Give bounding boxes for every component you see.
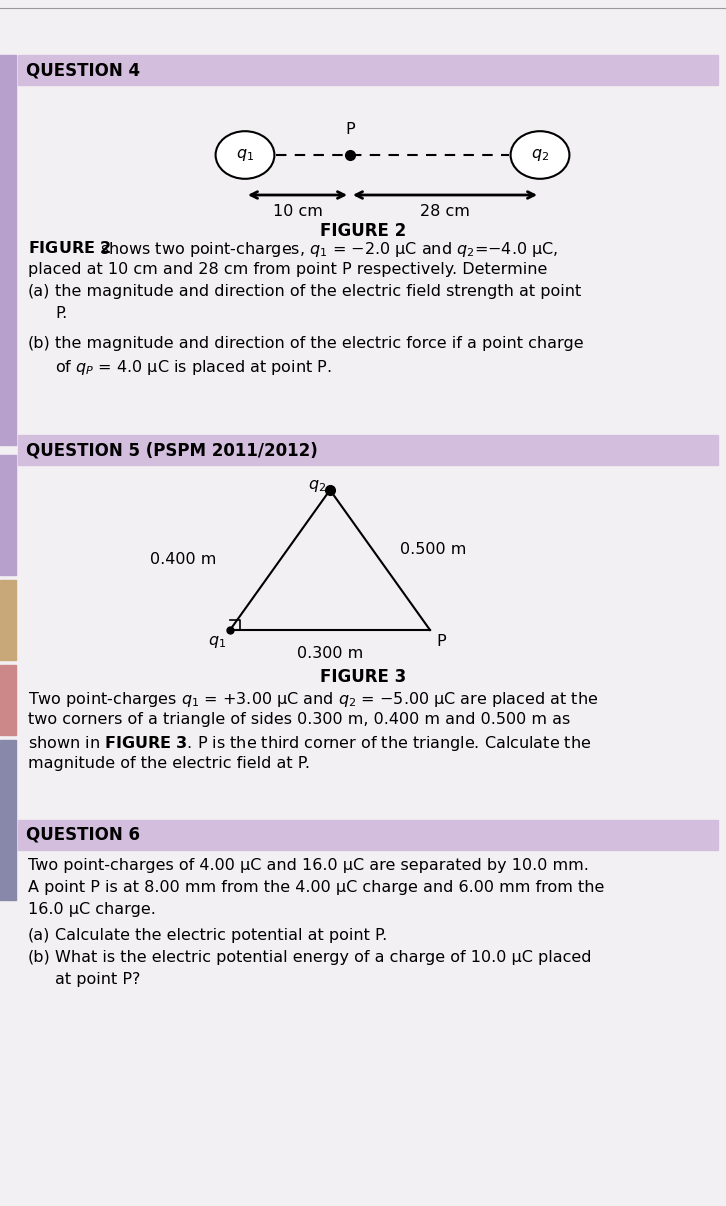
Text: FIGURE 2: FIGURE 2: [320, 222, 406, 240]
Text: FIGURE 3: FIGURE 3: [320, 668, 406, 686]
Text: Two point-charges of 4.00 μC and 16.0 μC are separated by 10.0 mm.: Two point-charges of 4.00 μC and 16.0 μC…: [28, 857, 589, 873]
Ellipse shape: [510, 131, 569, 178]
Text: P.: P.: [55, 306, 68, 321]
Text: 0.400 m: 0.400 m: [150, 552, 216, 568]
Text: $q_2$: $q_2$: [308, 478, 326, 494]
Text: 28 cm: 28 cm: [420, 204, 470, 218]
Text: (b): (b): [28, 336, 51, 351]
Text: two corners of a triangle of sides 0.300 m, 0.400 m and 0.500 m as: two corners of a triangle of sides 0.300…: [28, 712, 570, 727]
Text: of $q_P$ = 4.0 μC is placed at point P.: of $q_P$ = 4.0 μC is placed at point P.: [55, 358, 332, 377]
Text: (a): (a): [28, 283, 50, 299]
Text: placed at 10 cm and 28 cm from point P respectively. Determine: placed at 10 cm and 28 cm from point P r…: [28, 262, 547, 277]
Bar: [18, 55, 718, 84]
Bar: [0, 665, 16, 734]
Text: shows two point-charges, $q_1$ = $-$2.0 μC and $q_2$=$-$4.0 μC,: shows two point-charges, $q_1$ = $-$2.0 …: [100, 240, 558, 259]
Bar: [0, 55, 16, 445]
Text: 16.0 μC charge.: 16.0 μC charge.: [28, 902, 156, 917]
Text: shown in $\mathbf{FIGURE\ 3}$. P is the third corner of the triangle. Calculate : shown in $\mathbf{FIGURE\ 3}$. P is the …: [28, 734, 592, 753]
Text: QUESTION 4: QUESTION 4: [26, 62, 140, 80]
Text: magnitude of the electric field at P.: magnitude of the electric field at P.: [28, 756, 310, 771]
Bar: [0, 455, 16, 575]
Text: A point P is at 8.00 mm from the 4.00 μC charge and 6.00 mm from the: A point P is at 8.00 mm from the 4.00 μC…: [28, 880, 604, 895]
Text: the magnitude and direction of the electric field strength at point: the magnitude and direction of the elect…: [55, 283, 582, 299]
Text: 0.500 m: 0.500 m: [400, 543, 466, 557]
Text: Two point-charges $q_1$ = +3.00 μC and $q_2$ = $-$5.00 μC are placed at the: Two point-charges $q_1$ = +3.00 μC and $…: [28, 690, 598, 709]
Text: the magnitude and direction of the electric force if a point charge: the magnitude and direction of the elect…: [55, 336, 584, 351]
Text: QUESTION 6: QUESTION 6: [26, 826, 140, 844]
Bar: [18, 820, 718, 850]
Text: QUESTION 5 (PSPM 2011/2012): QUESTION 5 (PSPM 2011/2012): [26, 441, 318, 459]
Text: $\mathbf{FIGURE\ 2}$: $\mathbf{FIGURE\ 2}$: [28, 240, 111, 256]
Text: at point P?: at point P?: [55, 972, 140, 987]
Text: P: P: [436, 634, 446, 649]
Text: 10 cm: 10 cm: [272, 204, 322, 218]
Bar: [18, 435, 718, 466]
Text: $q_1$: $q_1$: [208, 634, 226, 650]
Text: P: P: [345, 122, 355, 137]
Bar: [0, 740, 16, 900]
Text: What is the electric potential energy of a charge of 10.0 μC placed: What is the electric potential energy of…: [55, 950, 592, 965]
Text: $q_1$: $q_1$: [236, 147, 254, 163]
Text: (b): (b): [28, 950, 51, 965]
Text: 0.300 m: 0.300 m: [297, 646, 363, 661]
Text: (a): (a): [28, 927, 50, 943]
Text: Calculate the electric potential at point P.: Calculate the electric potential at poin…: [55, 927, 387, 943]
Bar: [0, 580, 16, 660]
Ellipse shape: [216, 131, 274, 178]
Text: $q_2$: $q_2$: [531, 147, 549, 163]
